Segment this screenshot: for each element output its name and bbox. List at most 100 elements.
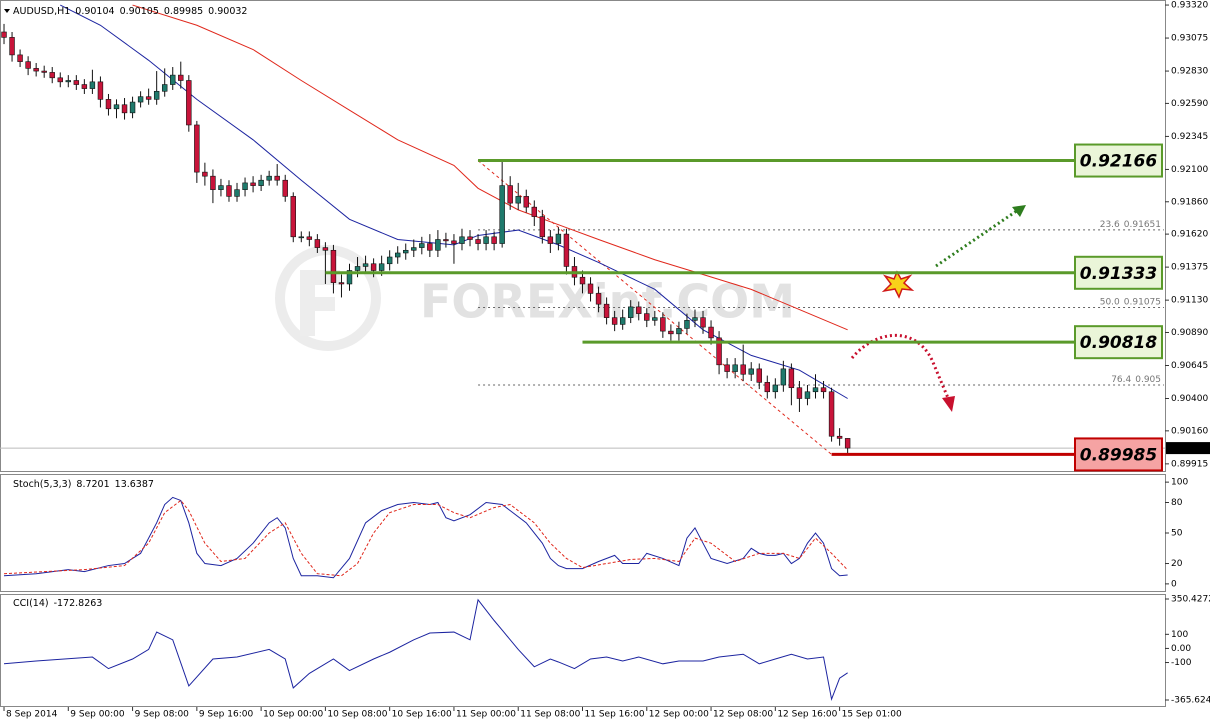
watermark: FOREXinf.COM [420, 275, 795, 329]
candle-body [844, 438, 851, 449]
candle-body [451, 240, 457, 244]
y-tick-label: 0.92100 [1171, 165, 1208, 175]
candle-body [314, 239, 321, 248]
header-value: 0.90104 [75, 6, 114, 17]
candle-body [676, 328, 682, 335]
y-tick-label: 350.4272 [1171, 595, 1210, 605]
candle-body [346, 270, 353, 285]
candle-body [266, 175, 272, 181]
header-value: 8.7201 [76, 479, 109, 490]
candle-body [828, 391, 835, 437]
level-box [1074, 437, 1163, 472]
candle-body [202, 171, 208, 177]
candle-body [161, 84, 168, 92]
candle-body [820, 387, 827, 393]
candle-body [619, 317, 626, 325]
x-tick-label: 10 Sep 08:00 [327, 710, 387, 720]
moving-average [132, 4, 848, 331]
candle-body [499, 185, 505, 244]
candle-body [306, 236, 313, 240]
candle-body [459, 236, 465, 244]
fib-value: 0.91651 [1124, 219, 1161, 229]
y-tick-label: 0.93075 [1171, 34, 1208, 44]
candle-body [644, 313, 650, 321]
x-tick-label: 12 Sep 16:00 [777, 710, 837, 720]
candle-body [73, 80, 80, 85]
candle-body [427, 243, 433, 251]
candle-body [121, 104, 128, 114]
header-title: AUDUSD,H1 [13, 6, 70, 17]
candle-body [178, 74, 184, 81]
up-arrow [935, 208, 1019, 268]
candle-body [804, 391, 811, 399]
price-tag-label: 0.90032 [1169, 444, 1206, 454]
x-tick-label: 12 Sep 00:00 [649, 710, 709, 720]
level-box [1074, 255, 1163, 290]
candle-body [9, 37, 15, 56]
candle-body [105, 99, 112, 110]
candle-body [145, 96, 152, 100]
candle-body [57, 77, 63, 83]
y-tick-label: 80 [1171, 498, 1183, 508]
candle-body [33, 68, 39, 72]
candle-body [403, 249, 409, 254]
candle-body [411, 247, 417, 251]
candle-body [611, 317, 618, 325]
price-tag [1166, 442, 1210, 455]
header-value: 0.90032 [208, 6, 247, 17]
x-tick-label: 11 Sep 16:00 [585, 710, 645, 720]
fib-ratio: 23.6 [1100, 219, 1120, 229]
candle-body [170, 74, 176, 85]
y-tick-label: 0.93320 [1171, 1, 1208, 11]
candle-body [354, 266, 361, 271]
candle-body [298, 236, 305, 239]
x-tick-label: 9 Sep 16:00 [199, 710, 254, 720]
candle-body [274, 175, 280, 181]
candle-body [97, 81, 104, 100]
x-tick-label: 9 Sep 08:00 [135, 710, 190, 720]
candle-body [210, 175, 216, 190]
candle-body [226, 185, 232, 197]
candle-body [692, 317, 698, 321]
y-tick-label: 50 [1171, 529, 1183, 539]
y-tick-label: 0 [1171, 579, 1177, 589]
x-tick-label: 8 Sep 2014 [6, 710, 58, 720]
level-label: 0.89985 [1080, 445, 1157, 465]
candle-body [1, 31, 7, 38]
candle-body [322, 247, 329, 251]
level-box [1074, 325, 1163, 360]
candle-body [660, 317, 666, 332]
candle-body [362, 263, 369, 267]
candle-body [708, 326, 714, 339]
candle-body [290, 196, 296, 238]
fib-value: 0.91075 [1124, 297, 1161, 307]
candle-body [242, 182, 248, 190]
candle-body [700, 317, 706, 328]
candle-body [129, 101, 136, 114]
y-tick-label: 0.89915 [1171, 459, 1208, 469]
fib-label: 50.0 0.91075 [1100, 297, 1161, 307]
y-tick-label: 20 [1171, 559, 1183, 569]
candle-body [41, 70, 47, 73]
candle-body [523, 196, 529, 208]
y-tick-label: 0.90890 [1171, 328, 1208, 338]
y-tick-label: 0.91130 [1171, 296, 1208, 306]
candle-body [563, 233, 570, 267]
main-panel-frame [0, 0, 1166, 472]
y-tick-label: 0.92590 [1171, 99, 1208, 109]
panel-header: Stoch(5,3,3) 8.7201 13.6387 [13, 479, 154, 490]
y-tick-label: 0.90645 [1171, 361, 1208, 371]
candle-body [153, 90, 160, 100]
x-tick-label: 15 Sep 01:00 [842, 710, 902, 720]
y-tick-label: 0.90160 [1171, 426, 1208, 436]
candle-body [579, 276, 586, 285]
candle-body [338, 282, 345, 285]
candle-body [603, 303, 610, 318]
candle-body [595, 293, 602, 305]
candle-body [515, 196, 521, 204]
candle-body [49, 72, 55, 79]
breakout-burst [881, 270, 915, 299]
candle-body [531, 206, 538, 217]
